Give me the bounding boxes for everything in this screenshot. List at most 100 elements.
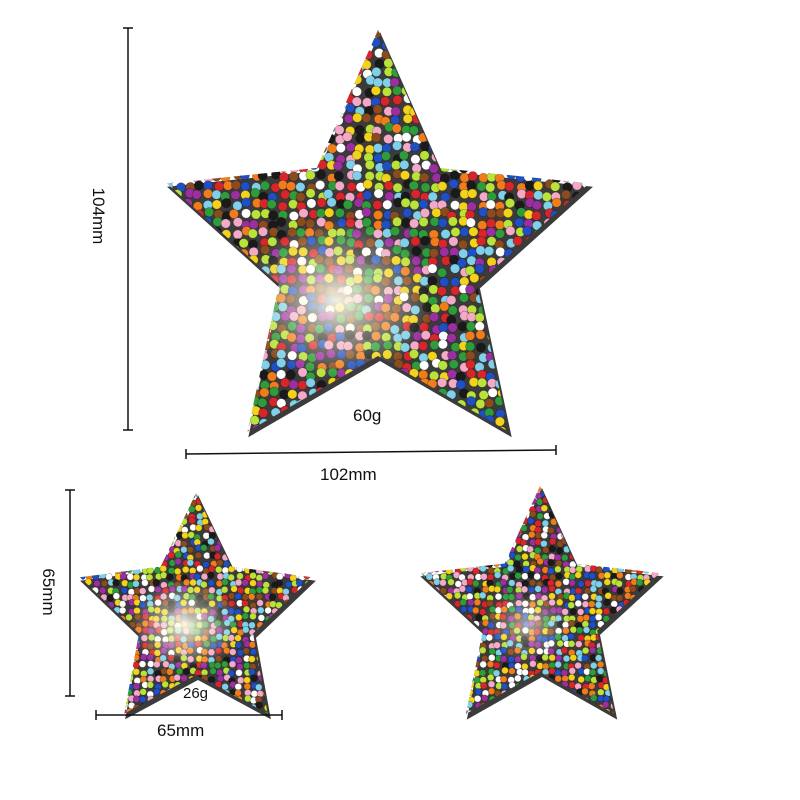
bead	[477, 134, 488, 145]
bead	[219, 387, 230, 398]
bead	[487, 498, 495, 506]
bead	[371, 369, 382, 380]
bead	[590, 531, 598, 539]
bead	[446, 498, 454, 506]
bead	[569, 486, 577, 492]
bead	[280, 377, 291, 388]
bead	[523, 456, 532, 465]
bead	[204, 444, 213, 453]
bead	[405, 517, 412, 524]
bead	[454, 490, 462, 499]
bead	[192, 416, 203, 427]
bead	[297, 716, 304, 723]
bead	[592, 179, 601, 188]
bead	[214, 94, 225, 105]
bead	[277, 648, 285, 656]
bead	[85, 499, 93, 507]
bead	[405, 641, 412, 648]
bead	[174, 114, 185, 125]
bead	[312, 737, 319, 744]
bead	[432, 486, 440, 492]
bead	[652, 565, 660, 573]
bead	[310, 606, 312, 614]
bead	[508, 667, 516, 675]
bead	[232, 333, 243, 344]
bead	[616, 499, 624, 507]
bead	[166, 220, 176, 231]
bead	[543, 48, 554, 59]
bead	[439, 579, 447, 587]
bead	[549, 537, 557, 546]
bead	[147, 30, 156, 39]
bead	[571, 341, 582, 352]
bead	[166, 398, 174, 409]
bead	[153, 533, 161, 541]
bead	[486, 434, 495, 443]
bead	[313, 506, 320, 513]
bead	[72, 567, 79, 574]
bead	[592, 409, 601, 418]
bead	[106, 647, 114, 655]
bead	[354, 395, 365, 406]
bead	[399, 67, 410, 77]
bead	[249, 321, 260, 332]
bead	[337, 427, 347, 432]
bead	[80, 635, 87, 643]
bead	[381, 40, 392, 51]
bead	[556, 490, 565, 499]
bead	[227, 573, 235, 582]
bead	[295, 407, 306, 418]
bead	[304, 725, 311, 732]
bead	[638, 552, 646, 561]
bead	[500, 491, 508, 500]
bead	[156, 173, 165, 182]
bead	[200, 227, 211, 238]
bead	[588, 426, 590, 432]
bead	[228, 660, 237, 668]
bead	[507, 518, 515, 526]
bead	[401, 388, 412, 399]
bead	[234, 547, 242, 555]
bead	[411, 601, 418, 608]
bead	[107, 539, 116, 547]
bead	[475, 153, 486, 164]
bead	[657, 641, 660, 649]
bead	[594, 613, 603, 621]
bead	[503, 93, 514, 104]
bead	[531, 331, 542, 341]
bead	[297, 511, 305, 519]
bead	[166, 238, 168, 248]
bead	[508, 579, 516, 587]
bead	[166, 143, 168, 154]
bead	[407, 513, 414, 520]
bead	[118, 640, 127, 648]
bead	[242, 275, 253, 286]
bead	[431, 669, 439, 677]
bead	[570, 491, 578, 500]
bead	[303, 607, 311, 615]
bead	[118, 668, 126, 677]
bead	[279, 106, 290, 117]
bead	[203, 188, 213, 199]
bead	[249, 512, 257, 521]
bead	[74, 717, 81, 724]
bead	[214, 465, 223, 474]
bead	[497, 341, 507, 352]
bead	[268, 210, 279, 221]
bead	[645, 490, 653, 499]
bead	[381, 426, 392, 432]
bead	[602, 607, 611, 615]
bead	[101, 723, 108, 730]
bead	[486, 227, 497, 237]
bead	[230, 126, 241, 136]
bead	[251, 453, 260, 462]
bead	[221, 539, 230, 547]
bead	[486, 573, 495, 581]
bead	[257, 606, 265, 614]
bead	[241, 531, 249, 539]
bead	[71, 650, 78, 657]
bead	[560, 371, 570, 382]
bead	[298, 497, 306, 505]
bead	[86, 710, 94, 714]
bead	[241, 197, 252, 208]
